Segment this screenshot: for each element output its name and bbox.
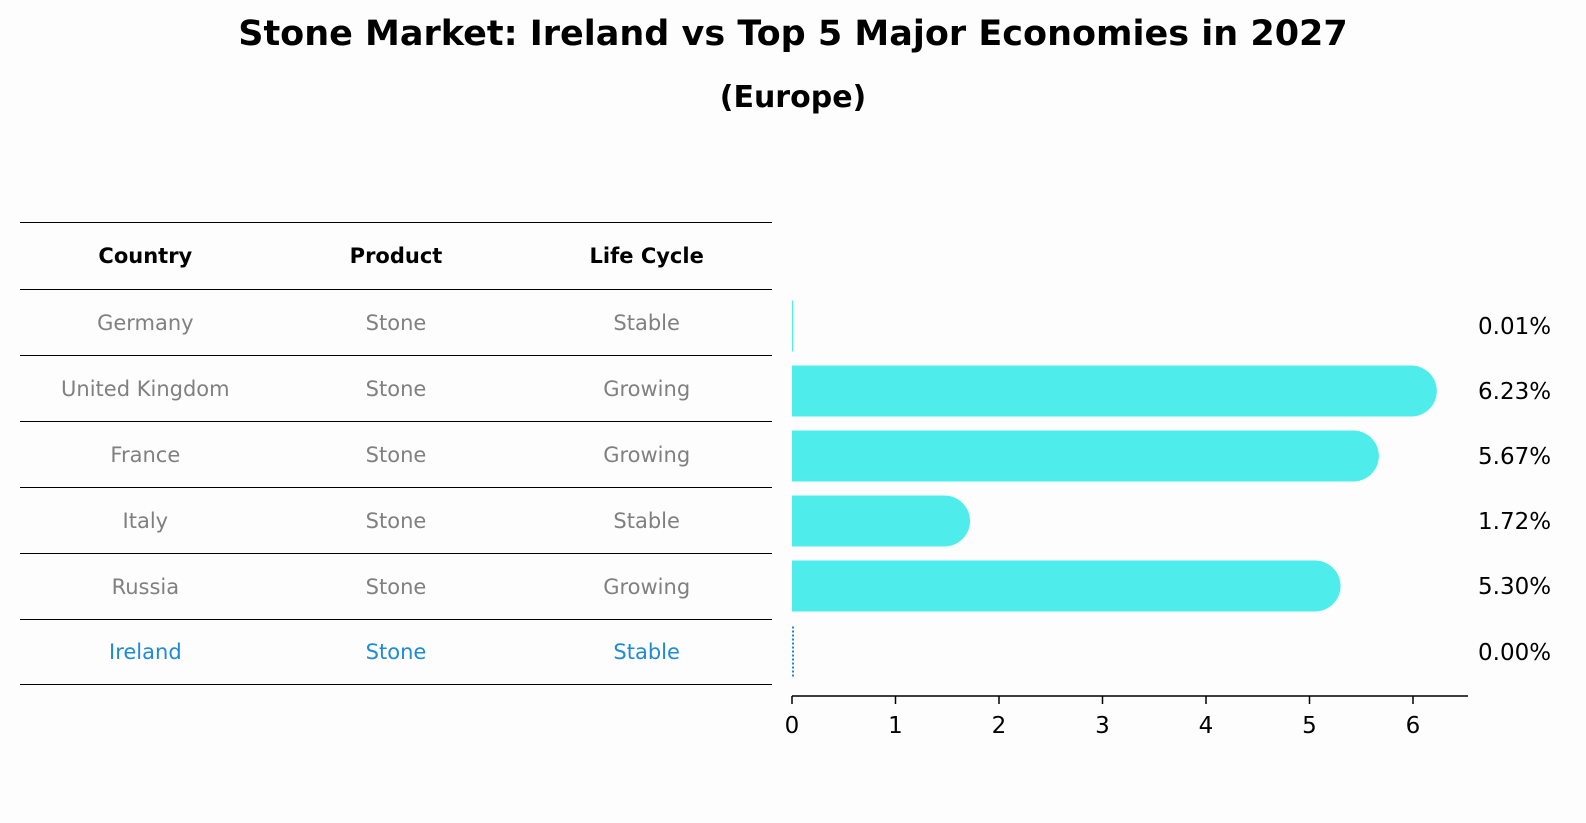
bar — [792, 560, 1341, 612]
cell-life-cycle: Growing — [603, 442, 691, 467]
data-label: 0.01% — [1478, 314, 1551, 340]
cell-life-cycle: Stable — [613, 508, 680, 533]
table-row: Italy Stone Stable — [20, 487, 772, 553]
cell-product: Stone — [365, 640, 427, 664]
header-life-cycle: Life Cycle — [589, 244, 704, 268]
data-label: 0.00% — [1478, 640, 1551, 666]
cell-country: Italy — [122, 508, 169, 533]
x-tick-label: 4 — [1199, 713, 1214, 739]
cell-country: Germany — [97, 310, 194, 335]
chart-title: Stone Market: Ireland vs Top 5 Major Eco… — [238, 14, 1348, 54]
table-row-highlighted: Ireland Stone Stable — [20, 619, 772, 685]
cell-product: Stone — [365, 310, 427, 335]
cell-life-cycle: Growing — [603, 376, 691, 401]
table-row: Russia Stone Growing — [20, 553, 772, 619]
x-tick-label: 3 — [1095, 713, 1110, 739]
cell-country: United Kingdom — [61, 376, 230, 401]
x-tick-label: 1 — [888, 713, 903, 739]
data-label: 5.67% — [1478, 444, 1551, 470]
cell-product: Stone — [365, 574, 427, 599]
cell-product: Stone — [365, 442, 427, 467]
header-country: Country — [98, 244, 193, 268]
bar — [792, 365, 1437, 417]
data-label: 1.72% — [1478, 509, 1551, 535]
cell-life-cycle: Stable — [613, 310, 680, 335]
chart-subtitle: (Europe) — [719, 80, 867, 115]
bar — [792, 430, 1379, 482]
x-tick-label: 6 — [1406, 713, 1421, 739]
cell-product: Stone — [365, 376, 427, 401]
cell-life-cycle: Growing — [603, 574, 691, 599]
x-tick-label: 0 — [785, 713, 800, 739]
data-label: 6.23% — [1478, 379, 1551, 405]
x-tick-label: 5 — [1302, 713, 1317, 739]
cell-country: France — [110, 442, 181, 467]
x-tick-label: 2 — [992, 713, 1007, 739]
cell-life-cycle: Stable — [613, 640, 680, 664]
data-label: 5.30% — [1478, 574, 1551, 600]
header-product: Product — [349, 244, 443, 268]
table-row: France Stone Growing — [20, 421, 772, 487]
table-header-row: Country Product Life Cycle — [20, 222, 772, 289]
bar — [792, 495, 971, 547]
table-row: United Kingdom Stone Growing — [20, 355, 772, 421]
cell-product: Stone — [365, 508, 427, 533]
data-table: Country Product Life Cycle Germany Stone… — [20, 222, 772, 685]
table-row: Germany Stone Stable — [20, 289, 772, 355]
bar — [792, 300, 794, 352]
cell-country: Russia — [111, 574, 180, 599]
cell-country: Ireland — [109, 640, 182, 664]
